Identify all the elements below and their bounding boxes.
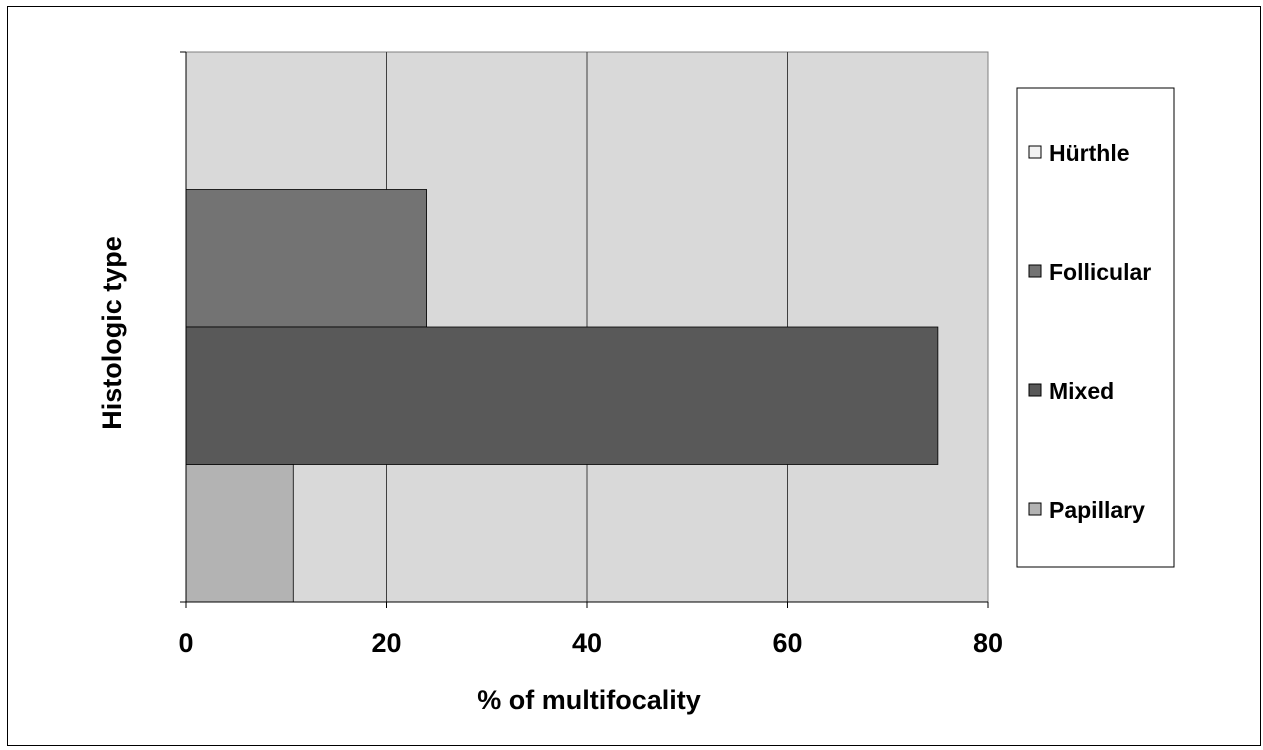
x-tick-label-20: 20 (371, 628, 401, 658)
legend-box (1016, 87, 1175, 568)
x-axis-ticks: 0 20 40 60 80 (178, 602, 1003, 658)
bar-mixed (185, 326, 939, 465)
legend-swatch-mixed (1028, 383, 1042, 397)
legend-swatch-h-rthle (1028, 145, 1042, 159)
x-tick-label-40: 40 (572, 628, 602, 658)
legend-label-follicular: Follicular (1049, 259, 1151, 285)
y-axis-title: Histologic type (97, 236, 127, 430)
bars (185, 189, 939, 603)
legend-label-papillary: Papillary (1049, 497, 1145, 523)
bar-papillary (185, 464, 294, 603)
chart-frame: 0 20 40 60 80 Histologic type % of multifoca… (7, 6, 1261, 746)
multifocality-bar-chart: 0 20 40 60 80 Histologic type % of multifoca… (97, 51, 1175, 715)
legend-label-h-rthle: Hürthle (1049, 140, 1130, 166)
x-tick-label-60: 60 (772, 628, 802, 658)
bar-follicular (185, 189, 428, 328)
legend: Hürthle Follicular Mixed Papillary (1028, 140, 1151, 523)
x-tick-label-80: 80 (973, 628, 1003, 658)
legend-swatch-follicular (1028, 264, 1042, 278)
x-tick-label-0: 0 (178, 628, 193, 658)
x-axis-title: % of multifocality (477, 685, 701, 715)
legend-swatch-papillary (1028, 502, 1042, 516)
legend-label-mixed: Mixed (1049, 378, 1114, 404)
